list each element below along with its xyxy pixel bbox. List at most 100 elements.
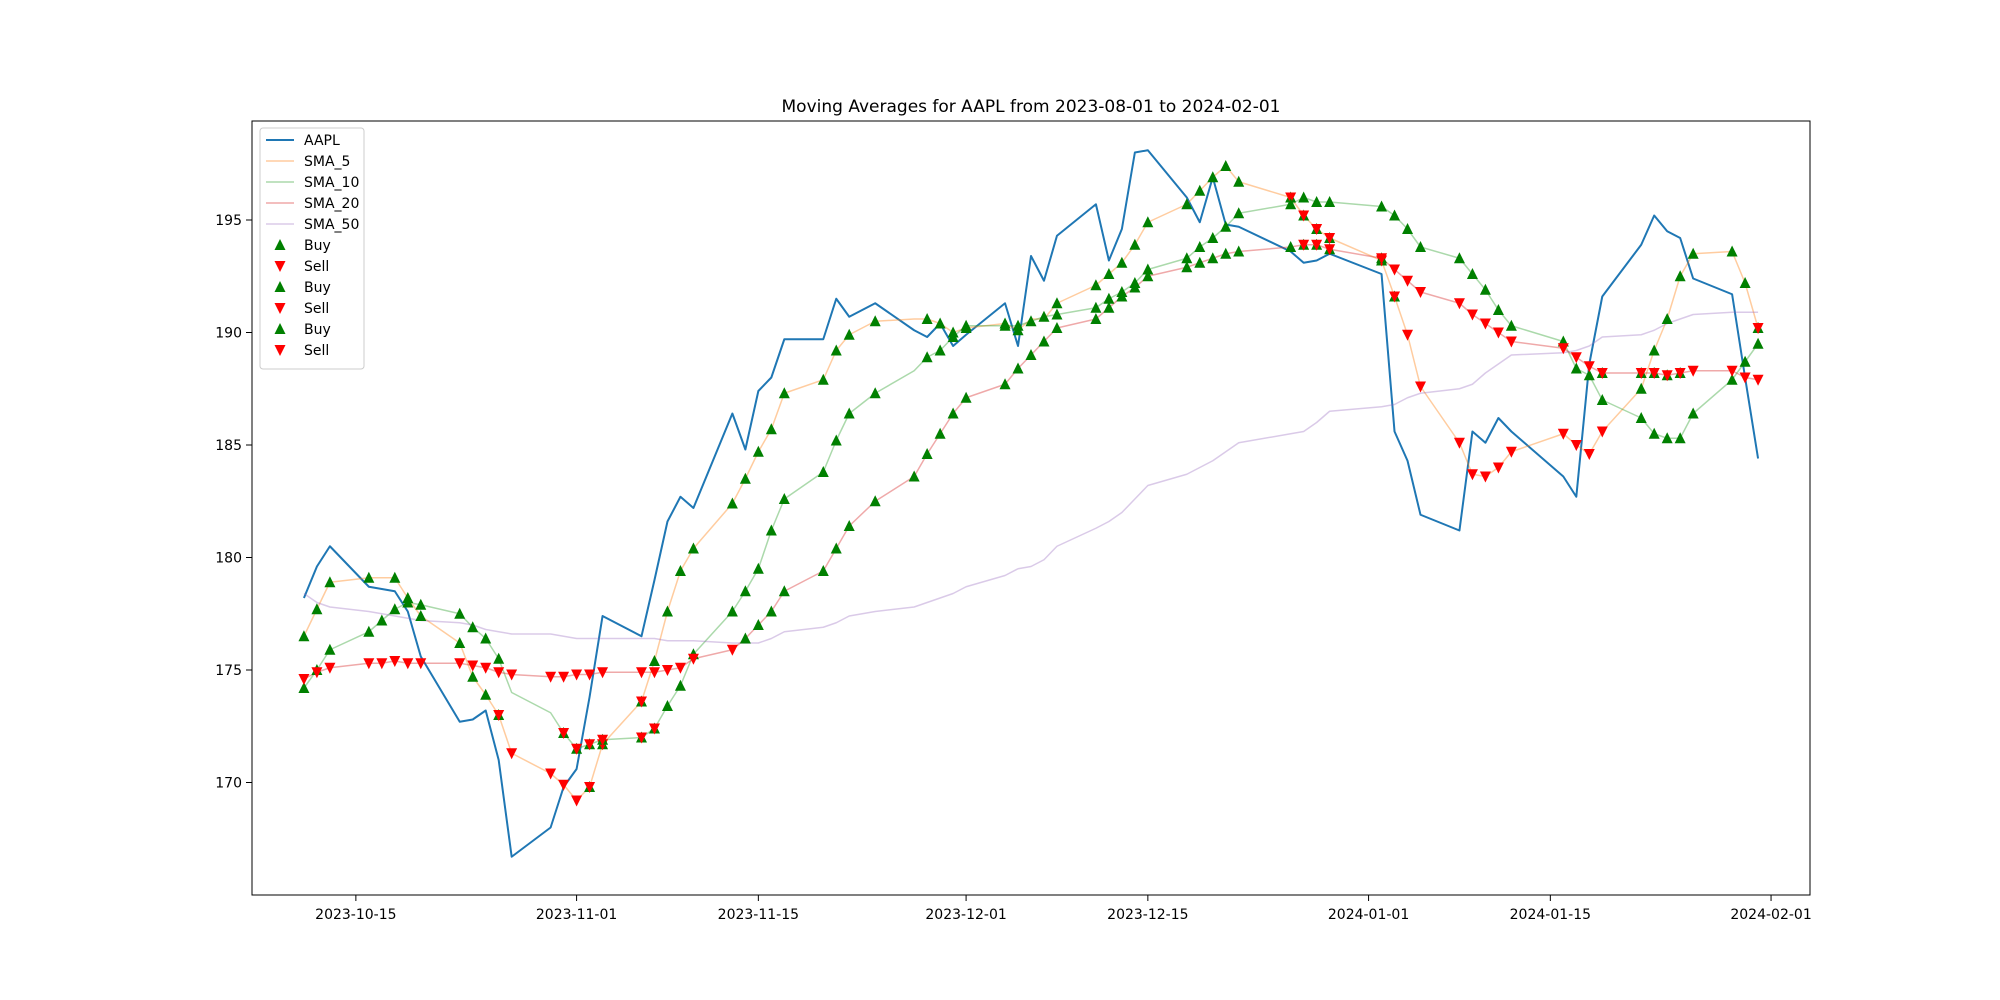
y-tick-label: 195: [215, 213, 242, 229]
sell-marker-sma-20: [674, 662, 686, 674]
buy-marker-sma-10: [778, 493, 790, 504]
buy-marker-sma-5: [1142, 216, 1154, 228]
buy-marker-sma-10: [817, 466, 829, 477]
sell-marker-sma-20: [661, 665, 673, 676]
buy-marker-sma-10: [1479, 283, 1491, 295]
buy-marker-sma-10: [1648, 427, 1660, 439]
buy-marker-sma-10: [1051, 308, 1063, 320]
buy-marker-sma-20: [999, 378, 1011, 390]
y-tick-label: 170: [215, 776, 242, 792]
buy-marker-sma-10: [389, 603, 401, 615]
sell-marker-icon: [274, 345, 286, 356]
sell-marker-sma-20: [571, 669, 583, 681]
buy-marker-sma-10: [1635, 412, 1647, 423]
buy-marker-sma-20: [1142, 270, 1154, 282]
buy-marker-sma-5: [921, 313, 933, 324]
buy-marker-sma-10: [1596, 394, 1608, 405]
sell-marker-sma-5: [558, 779, 570, 791]
buy-marker-sma-5: [363, 571, 375, 583]
buy-marker-sma-10: [324, 643, 336, 655]
buy-marker-sma-10: [1661, 432, 1673, 444]
buy-marker-sma-10: [1376, 200, 1388, 212]
sell-marker-sma-20: [1298, 239, 1310, 251]
sell-marker-sma-5: [1583, 449, 1595, 460]
sell-marker-sma-20: [402, 658, 414, 670]
sell-marker-sma-20: [545, 671, 557, 683]
sell-marker-sma-20: [648, 667, 660, 679]
buy-marker-sma-10: [921, 351, 933, 363]
buy-marker-sma-5: [687, 542, 699, 554]
sell-marker-sma-5: [493, 710, 505, 721]
legend-label-buy: Buy: [304, 238, 331, 254]
y-tick-label: 190: [215, 326, 242, 342]
buy-marker-sma-10: [674, 679, 686, 691]
buy-marker-sma-20: [1220, 247, 1232, 259]
x-tick-label: 2024-02-01: [1730, 907, 1811, 923]
buy-marker-sma-10: [830, 434, 842, 446]
buy-marker-sma-20: [817, 565, 829, 576]
legend-label-sma-5: SMA_5: [304, 154, 350, 170]
sell-marker-sma-20: [480, 662, 492, 674]
sell-marker-sma-20: [1466, 309, 1478, 321]
buy-marker-sma-10: [298, 682, 310, 693]
buy-marker-sma-20: [739, 632, 751, 644]
x-tick-label: 2023-11-15: [718, 907, 799, 923]
sell-marker-sma-5: [1324, 233, 1336, 244]
marker-layer: [298, 160, 1764, 807]
series-line-sma-50: [303, 311, 1759, 644]
buy-marker-sma-10: [467, 621, 479, 633]
buy-marker-sma-10: [1583, 369, 1595, 381]
x-axis: 2023-10-15 2023-11-01 2023-11-15 2023-12-01…: [315, 895, 1812, 923]
buy-marker-sma-10: [1453, 252, 1465, 264]
buy-marker-sma-10: [869, 387, 881, 399]
sell-marker-sma-20: [1376, 253, 1388, 265]
buy-marker-sma-10: [934, 344, 946, 356]
buy-marker-sma-10: [1012, 319, 1024, 331]
buy-marker-sma-20: [1103, 301, 1115, 313]
sell-marker-sma-20: [1635, 368, 1647, 379]
sell-marker-sma-20: [506, 669, 518, 681]
sell-marker-sma-5: [1557, 428, 1569, 440]
buy-marker-sma-5: [1726, 245, 1738, 257]
buy-marker-sma-10: [1285, 198, 1297, 210]
sell-marker-sma-5: [1596, 426, 1608, 438]
sell-marker-sma-20: [558, 671, 570, 683]
sell-marker-sma-20: [1648, 368, 1660, 379]
buy-marker-sma-10: [1687, 407, 1699, 419]
buy-marker-sma-5: [311, 603, 323, 615]
x-tick-label: 2024-01-01: [1328, 907, 1409, 923]
buy-marker-sma-10: [415, 598, 427, 610]
buy-marker-sma-5: [1635, 382, 1647, 394]
sell-marker-sma-20: [1402, 275, 1414, 287]
buy-marker-sma-5: [1090, 279, 1102, 291]
buy-marker-sma-5: [1674, 270, 1686, 282]
plot-frame: [251, 120, 1811, 896]
buy-marker-sma-5: [1220, 160, 1232, 171]
buy-marker-sma-5: [389, 571, 401, 583]
buy-marker-sma-10: [1207, 232, 1219, 243]
legend-label-sell: Sell: [304, 259, 329, 275]
buy-marker-sma-5: [726, 497, 738, 509]
buy-marker-sma-10: [1181, 252, 1193, 264]
buy-marker-sma-20: [1090, 313, 1102, 324]
sell-marker-sma-5: [506, 748, 518, 760]
buy-marker-sma-20: [843, 520, 855, 531]
buy-marker-sma-20: [1285, 241, 1297, 252]
plot-area: [252, 121, 1810, 895]
legend-label-buy: Buy: [304, 322, 331, 338]
buy-marker-sma-20: [947, 407, 959, 419]
buy-marker-sma-10: [1038, 310, 1050, 322]
x-tick-label: 2023-12-01: [925, 907, 1006, 923]
buy-marker-sma-5: [648, 655, 660, 666]
sell-marker-sma-20: [1311, 239, 1323, 251]
x-tick-label: 2024-01-15: [1510, 907, 1591, 923]
buy-marker-sma-20: [869, 495, 881, 507]
buy-marker-sma-10: [376, 614, 388, 626]
sell-marker-sma-20: [1453, 298, 1465, 310]
buy-marker-sma-5: [454, 637, 466, 648]
buy-marker-sma-10: [739, 585, 751, 597]
buy-marker-sma-20: [765, 605, 777, 617]
buy-marker-sma-10: [1492, 304, 1504, 315]
sell-marker-sma-5: [545, 768, 557, 780]
